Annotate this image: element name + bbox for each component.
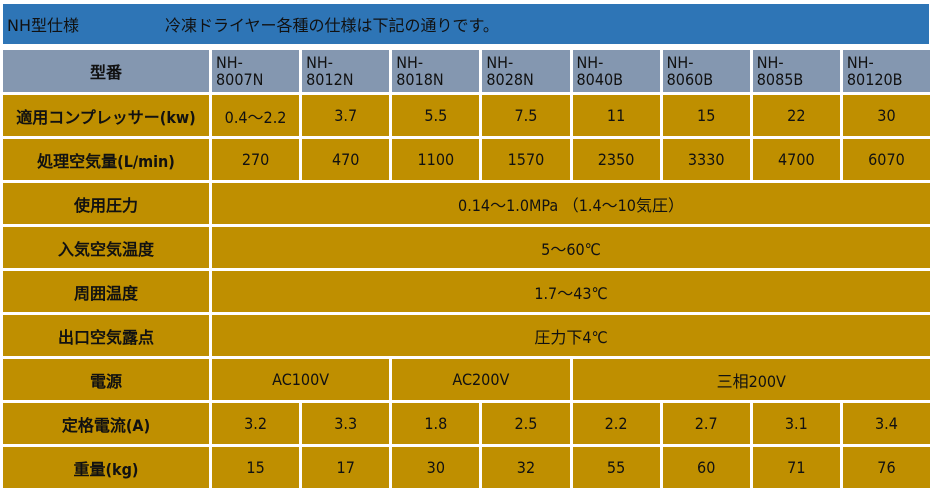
table-cell: 2.5 [482, 403, 570, 444]
table-cell: 470 [302, 139, 390, 180]
table-cell: 7.5 [482, 95, 570, 136]
table-cell: 4700 [752, 139, 840, 180]
table-cell: 0.14～1.0MPa （1.4～10気圧） [212, 183, 930, 224]
table-cell: 60 [662, 447, 750, 488]
table-cell: 22 [752, 95, 840, 136]
table-cell: 5～60℃ [212, 227, 930, 268]
table-cell: 3.2 [212, 403, 300, 444]
inlet-temp-row: 入気空気温度 5～60℃ [3, 227, 930, 268]
table-cell: 32 [482, 447, 570, 488]
table-cell: AC200V [392, 359, 570, 400]
table-cell: 2.2 [572, 403, 660, 444]
model-cell: NH- 80120B [842, 50, 930, 92]
current-row: 定格電流(A) 3.2 3.3 1.8 2.5 2.2 2.7 3.1 3.4 [3, 403, 930, 444]
air-flow-row: 処理空気量(L/min) 270 470 1100 1570 2350 3330… [3, 139, 930, 180]
model-cell: NH- 8012N [302, 50, 390, 92]
row-label-weight: 重量(kg) [3, 447, 209, 488]
pressure-row: 使用圧力 0.14～1.0MPa （1.4～10気圧） [3, 183, 930, 224]
table-cell: 0.4～2.2 [212, 95, 300, 136]
row-label-pressure: 使用圧力 [3, 183, 209, 224]
table-cell: 5.5 [392, 95, 480, 136]
table-cell: 71 [752, 447, 840, 488]
table-cell: 270 [212, 139, 300, 180]
row-label-power: 電源 [3, 359, 209, 400]
compressor-row: 適用コンプレッサー(kw) 0.4～2.2 3.7 5.5 7.5 11 15 … [3, 95, 930, 136]
model-cell: NH- 8085B [752, 50, 840, 92]
table-cell: 55 [572, 447, 660, 488]
row-label-inlet-temp: 入気空気温度 [3, 227, 209, 268]
model-cell: NH- 8060B [662, 50, 750, 92]
table-cell: 2.7 [662, 403, 750, 444]
table-cell: 15 [662, 95, 750, 136]
row-label-ambient-temp: 周囲温度 [3, 271, 209, 312]
model-cell: NH- 8028N [482, 50, 570, 92]
table-cell: 圧力下4℃ [212, 315, 930, 356]
title-bar: NH型仕様 冷凍ドライヤー各種の仕様は下記の通りです。 [3, 4, 929, 44]
spec-title: NH型仕様 [7, 16, 80, 35]
table-cell: 17 [302, 447, 390, 488]
table-cell: 1570 [482, 139, 570, 180]
model-cell: NH- 8040B [572, 50, 660, 92]
ambient-temp-row: 周囲温度 1.7～43℃ [3, 271, 930, 312]
spec-table: 型番 NH- 8007N NH- 8012N NH- 8018N NH- 8028N N… [0, 47, 933, 491]
table-cell: 3330 [662, 139, 750, 180]
dew-point-row: 出口空気露点 圧力下4℃ [3, 315, 930, 356]
table-cell: 11 [572, 95, 660, 136]
row-label-air-flow: 処理空気量(L/min) [3, 139, 209, 180]
table-cell: 三相200V [572, 359, 930, 400]
row-label-dew-point: 出口空気露点 [3, 315, 209, 356]
table-cell: AC100V [212, 359, 390, 400]
table-cell: 3.7 [302, 95, 390, 136]
table-cell: 3.1 [752, 403, 840, 444]
table-cell: 1.7～43℃ [212, 271, 930, 312]
table-cell: 76 [842, 447, 930, 488]
model-cell: NH- 8018N [392, 50, 480, 92]
row-label-model: 型番 [3, 50, 209, 92]
table-cell: 1100 [392, 139, 480, 180]
row-label-current: 定格電流(A) [3, 403, 209, 444]
model-cell: NH- 8007N [212, 50, 300, 92]
table-cell: 1.8 [392, 403, 480, 444]
table-cell: 30 [392, 447, 480, 488]
table-cell: 30 [842, 95, 930, 136]
table-cell: 15 [212, 447, 300, 488]
table-cell: 6070 [842, 139, 930, 180]
model-row: 型番 NH- 8007N NH- 8012N NH- 8018N NH- 8028N N… [3, 50, 930, 92]
table-cell: 2350 [572, 139, 660, 180]
weight-row: 重量(kg) 15 17 30 32 55 60 71 76 [3, 447, 930, 488]
row-label-compressor: 適用コンプレッサー(kw) [3, 95, 209, 136]
table-cell: 3.3 [302, 403, 390, 444]
power-row: 電源 AC100V AC200V 三相200V [3, 359, 930, 400]
table-cell: 3.4 [842, 403, 930, 444]
spec-description: 冷凍ドライヤー各種の仕様は下記の通りです。 [165, 16, 499, 35]
